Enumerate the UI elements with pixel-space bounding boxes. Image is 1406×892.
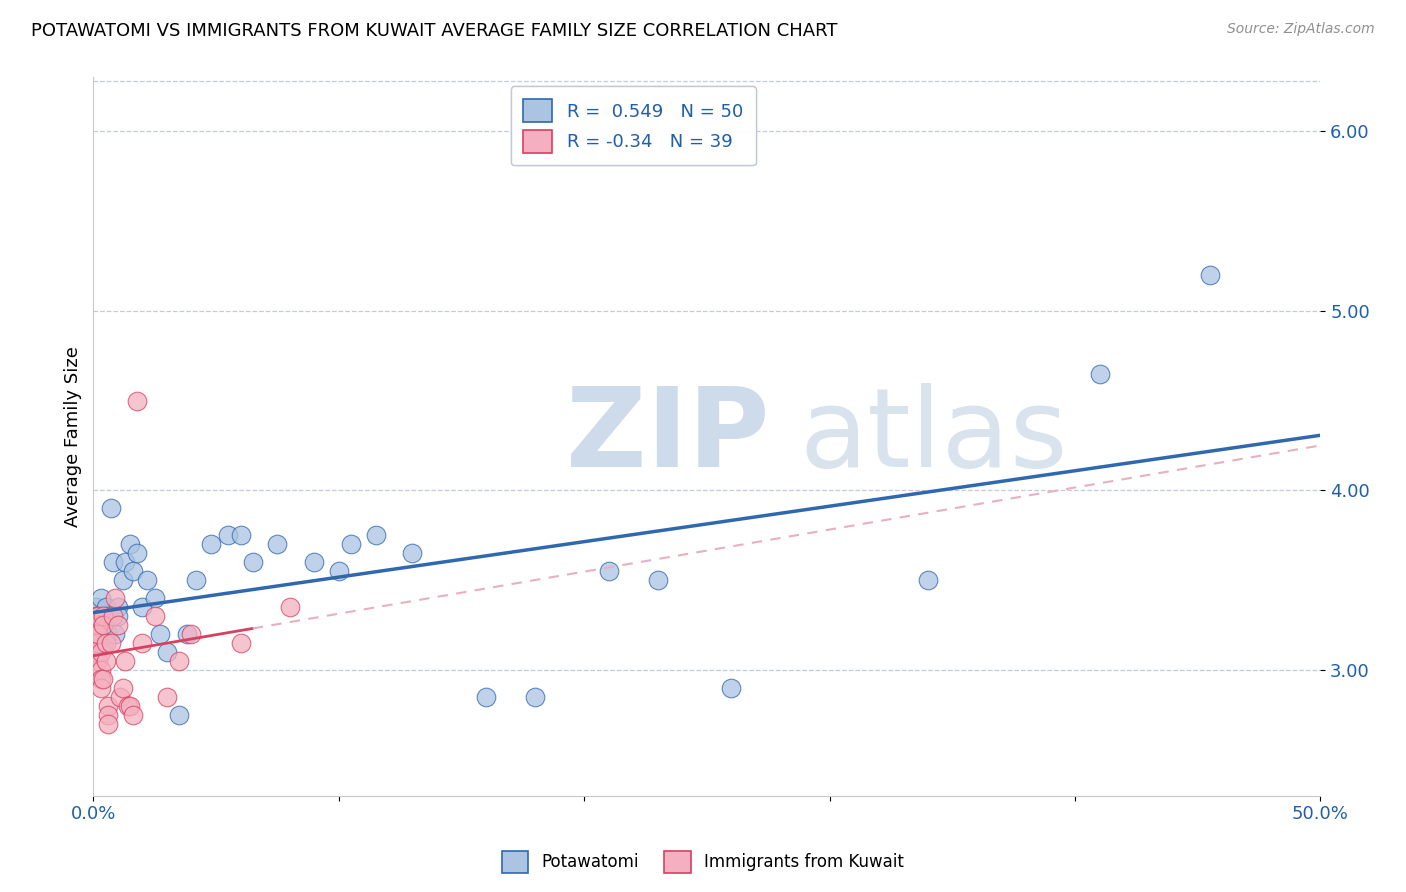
Point bbox=[90, 681, 112, 695]
Point bbox=[87, 618, 110, 632]
Point bbox=[84, 618, 107, 632]
Point bbox=[94, 618, 117, 632]
Point bbox=[107, 600, 129, 615]
Point bbox=[131, 636, 153, 650]
Y-axis label: Average Family Size: Average Family Size bbox=[65, 346, 82, 527]
Point bbox=[1199, 268, 1222, 282]
Point bbox=[111, 574, 134, 588]
Point bbox=[720, 681, 742, 695]
Point bbox=[90, 591, 112, 606]
Point bbox=[598, 564, 620, 578]
Point bbox=[87, 636, 110, 650]
Point bbox=[101, 555, 124, 569]
Point bbox=[94, 600, 117, 615]
Point bbox=[107, 609, 129, 624]
Point bbox=[87, 627, 110, 641]
Point bbox=[242, 555, 264, 569]
Point bbox=[167, 654, 190, 668]
Point bbox=[84, 663, 107, 677]
Legend: Potawatomi, Immigrants from Kuwait: Potawatomi, Immigrants from Kuwait bbox=[495, 845, 911, 880]
Point bbox=[136, 574, 159, 588]
Text: atlas: atlas bbox=[799, 383, 1067, 490]
Point bbox=[266, 537, 288, 551]
Point bbox=[131, 600, 153, 615]
Point bbox=[107, 618, 129, 632]
Point bbox=[100, 636, 122, 650]
Point bbox=[1088, 367, 1111, 381]
Point bbox=[91, 609, 114, 624]
Point bbox=[401, 546, 423, 560]
Point bbox=[127, 393, 149, 408]
Point bbox=[127, 546, 149, 560]
Point bbox=[217, 528, 239, 542]
Point bbox=[121, 564, 143, 578]
Point bbox=[340, 537, 363, 551]
Point bbox=[111, 681, 134, 695]
Point bbox=[87, 609, 110, 624]
Point bbox=[97, 708, 120, 723]
Point bbox=[143, 591, 166, 606]
Text: Source: ZipAtlas.com: Source: ZipAtlas.com bbox=[1227, 22, 1375, 37]
Point bbox=[97, 609, 120, 624]
Point bbox=[180, 627, 202, 641]
Point bbox=[143, 609, 166, 624]
Point bbox=[97, 698, 120, 713]
Point bbox=[156, 645, 179, 659]
Point bbox=[302, 555, 325, 569]
Point bbox=[84, 609, 107, 624]
Point bbox=[186, 574, 208, 588]
Point bbox=[200, 537, 222, 551]
Point bbox=[90, 609, 112, 624]
Point bbox=[149, 627, 172, 641]
Point bbox=[114, 654, 136, 668]
Point bbox=[114, 555, 136, 569]
Point bbox=[117, 698, 139, 713]
Point bbox=[110, 690, 132, 704]
Point bbox=[167, 708, 190, 723]
Point bbox=[278, 600, 301, 615]
Text: ZIP: ZIP bbox=[565, 383, 769, 490]
Point bbox=[120, 537, 142, 551]
Point bbox=[91, 672, 114, 686]
Point bbox=[120, 698, 142, 713]
Point bbox=[229, 528, 252, 542]
Point bbox=[917, 574, 939, 588]
Point bbox=[90, 645, 112, 659]
Point bbox=[100, 501, 122, 516]
Point bbox=[97, 717, 120, 731]
Point bbox=[87, 654, 110, 668]
Point bbox=[91, 618, 114, 632]
Point bbox=[647, 574, 669, 588]
Point bbox=[364, 528, 387, 542]
Point bbox=[475, 690, 498, 704]
Point bbox=[91, 609, 114, 624]
Point bbox=[328, 564, 350, 578]
Text: POTAWATOMI VS IMMIGRANTS FROM KUWAIT AVERAGE FAMILY SIZE CORRELATION CHART: POTAWATOMI VS IMMIGRANTS FROM KUWAIT AVE… bbox=[31, 22, 838, 40]
Point bbox=[104, 591, 127, 606]
Point bbox=[121, 708, 143, 723]
Point bbox=[97, 627, 120, 641]
Point bbox=[84, 627, 107, 641]
Point bbox=[156, 690, 179, 704]
Point bbox=[91, 636, 114, 650]
Point bbox=[84, 645, 107, 659]
Point bbox=[101, 609, 124, 624]
Point bbox=[90, 672, 112, 686]
Point bbox=[229, 636, 252, 650]
Legend: R =  0.549   N = 50, R = -0.34   N = 39: R = 0.549 N = 50, R = -0.34 N = 39 bbox=[510, 87, 755, 165]
Point bbox=[87, 609, 110, 624]
Point bbox=[87, 627, 110, 641]
Point bbox=[90, 663, 112, 677]
Point bbox=[176, 627, 198, 641]
Point bbox=[90, 627, 112, 641]
Point bbox=[104, 627, 127, 641]
Point bbox=[84, 600, 107, 615]
Point bbox=[524, 690, 547, 704]
Point bbox=[94, 654, 117, 668]
Point bbox=[94, 636, 117, 650]
Point bbox=[91, 618, 114, 632]
